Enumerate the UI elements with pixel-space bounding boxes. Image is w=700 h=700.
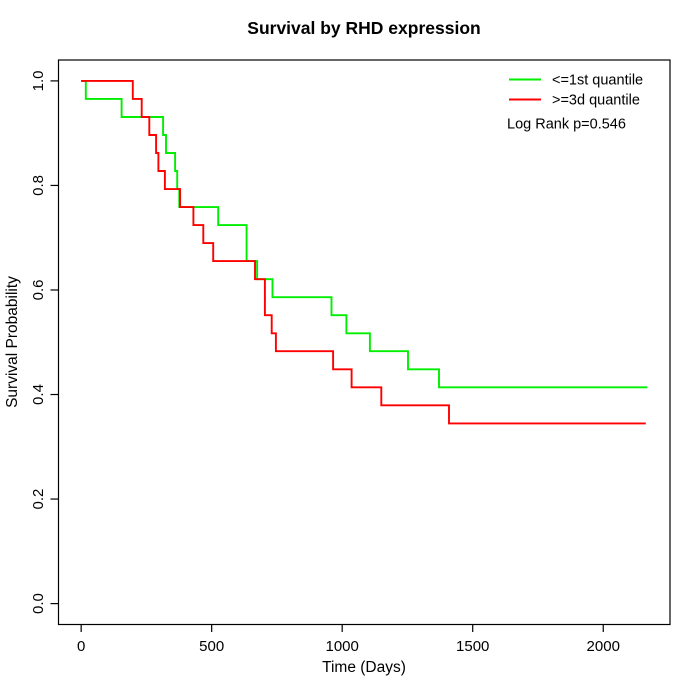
y-tick-label: 0.0 [30,593,47,614]
green-survival-curve [81,79,648,389]
y-tick-label: 1.0 [30,70,47,91]
x-tick-label: 1000 [326,638,359,655]
y-tick-label: 0.8 [30,175,47,196]
y-tick-label: 0.6 [30,280,47,301]
legend-label-red: >=3d quantile [552,93,640,109]
legend-label-green: <=1st quantile [552,73,643,89]
x-tick-label: 500 [199,638,224,655]
axis-ticks: 0 500 1000 1500 2000 0.0 0.2 0.4 0.6 0.8 1.0 [30,70,620,655]
x-tick-label: 2000 [587,638,620,655]
plot-box [57,59,671,626]
x-axis-label: Time (Days) [322,659,406,676]
legend: <=1st quantile >=3d quantile Log Rank p=… [507,73,643,133]
y-tick-label: 0.2 [30,489,47,510]
x-tick-label: 1500 [456,638,489,655]
survival-curves [81,79,648,425]
y-tick-label: 0.4 [30,384,47,405]
red-survival-curve [81,79,646,425]
chart-title: Survival by RHD expression [247,18,480,38]
logrank-pvalue-text: Log Rank p=0.546 [507,117,626,133]
y-axis-label: Survival Probability [4,276,21,408]
x-tick-label: 0 [77,638,85,655]
